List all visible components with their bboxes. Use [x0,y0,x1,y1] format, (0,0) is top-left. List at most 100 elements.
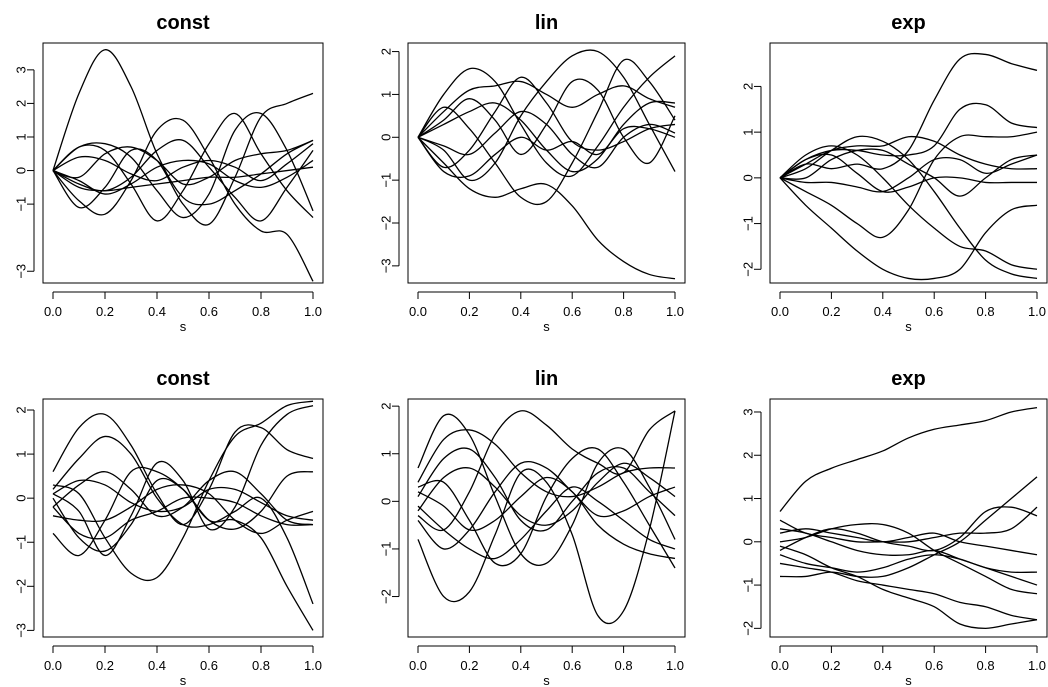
y-tick-label: −2 [741,621,756,636]
y-tick-label: 1 [379,91,394,98]
panel-title: lin [535,368,558,390]
series-line [417,136,676,280]
series-line [417,461,676,550]
plot-frame [769,42,1048,284]
panel-3: exp 0.0 0.2 0.4 0.6 0.8 1.0 s −2 −1 0 1 2 [741,12,1048,334]
y-tick-label: 0 [379,134,394,141]
series-line [779,177,1038,281]
x-tick-label: 0.8 [252,304,270,319]
panel-6: exp 0.0 0.2 0.4 0.6 0.8 1.0 s −2 −1 0 1 2 3 [741,368,1048,687]
y-tick-label: −2 [14,579,29,594]
x-axis-label: s [543,319,550,334]
x-tick-label: 1.0 [666,658,684,673]
y-axis: −3 −1 0 1 2 3 [14,66,35,279]
x-tick-label: 0.8 [977,658,995,673]
y-tick-label: −3 [14,623,29,638]
x-tick-label: 0.0 [44,658,62,673]
y-tick-label: 2 [14,100,29,107]
plot-frame [42,398,324,638]
series-line [417,100,676,173]
series-line [52,139,314,186]
series-line [779,145,1038,270]
series-line [417,447,676,569]
series-line [52,471,314,553]
series-line [779,528,1038,586]
y-tick-label: −3 [379,258,394,273]
x-tick-label: 0.8 [615,658,633,673]
x-tick-label: 0.6 [200,658,218,673]
series-line [52,143,314,182]
y-axis: −3 −2 −1 0 1 2 [379,48,400,273]
y-axis: −2 −1 0 1 2 3 [741,408,762,636]
y-tick-label: −2 [379,216,394,231]
plot-frame [42,42,324,284]
x-tick-label: 0.4 [874,304,892,319]
series-line [52,117,314,282]
x-tick-label: 0.2 [96,658,114,673]
panel-2: lin 0.0 0.2 0.4 0.6 0.8 1.0 s −3 −2 −1 0 1 2 [379,12,686,334]
series-line [417,110,676,169]
series-line [417,413,676,566]
x-tick-label: 0.6 [925,304,943,319]
series-line [52,112,314,222]
x-tick-label: 0.6 [563,658,581,673]
x-tick-label: 0.2 [460,658,478,673]
series-group [417,410,676,625]
series-group [779,407,1038,629]
x-axis-label: s [180,319,187,334]
x-tick-label: 0.0 [771,658,789,673]
series-group [52,49,314,282]
y-axis: −3 −2 −1 0 1 2 [14,406,35,638]
y-tick-label: 1 [379,450,394,457]
x-tick-label: 0.2 [96,304,114,319]
series-line [779,562,1038,621]
panel-title: const [156,368,210,390]
series-line [779,135,1038,280]
y-tick-label: 3 [14,66,29,73]
y-tick-label: 2 [14,406,29,413]
series-line [417,410,676,625]
x-axis: 0.0 0.2 0.4 0.6 0.8 1.0 s [409,291,684,334]
x-tick-label: 0.8 [977,304,995,319]
x-tick-label: 1.0 [1028,304,1046,319]
y-tick-label: −2 [379,589,394,604]
series-group [417,49,676,280]
series-line [779,148,1038,197]
series-line [417,410,676,532]
series-group [52,400,314,631]
series-line [52,112,314,219]
x-tick-label: 1.0 [304,658,322,673]
series-line [779,153,1037,193]
series-line [52,159,314,195]
series-line [52,49,314,206]
y-tick-label: 0 [14,167,29,174]
x-tick-label: 1.0 [1028,658,1046,673]
series-line [417,55,676,178]
x-axis: 0.0 0.2 0.4 0.6 0.8 1.0 s [44,645,322,687]
y-tick-label: 2 [379,48,394,55]
y-tick-label: −1 [379,173,394,188]
x-tick-label: 0.4 [512,304,530,319]
x-axis-label: s [543,673,550,687]
series-line [779,506,1038,552]
y-tick-label: 1 [14,133,29,140]
panel-title: lin [535,12,558,34]
panel-title: exp [891,12,925,34]
x-tick-label: 0.6 [925,658,943,673]
series-line [779,545,1038,629]
x-tick-label: 1.0 [304,304,322,319]
series-line [779,523,1038,595]
plot-frame [407,398,686,638]
series-line [779,131,1038,239]
x-axis: 0.0 0.2 0.4 0.6 0.8 1.0 s [771,645,1046,687]
x-axis-label: s [905,319,912,334]
panel-1: const 0.0 0.2 0.4 0.6 0.8 1.0 s −3 −1 0 1 2 3 [14,12,324,334]
series-line [52,496,314,540]
series-line [52,435,314,605]
series-line [779,102,1038,179]
series-group [779,52,1038,281]
series-line [779,407,1038,512]
x-axis-label: s [180,673,187,687]
y-tick-label: 2 [741,452,756,459]
